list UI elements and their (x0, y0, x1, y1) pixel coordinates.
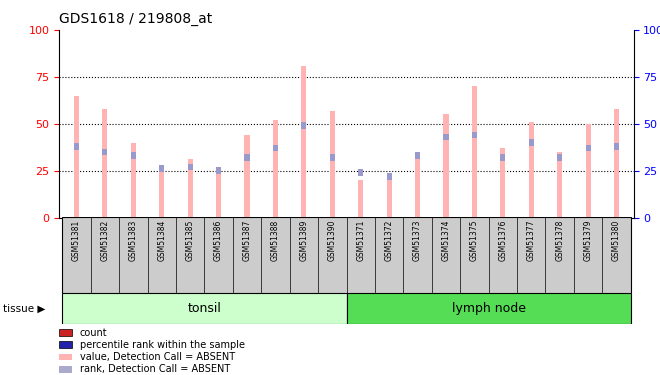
Bar (59, 329, 72, 336)
Text: GSM51372: GSM51372 (385, 220, 393, 261)
Bar (614, 109, 619, 217)
Bar (529, 139, 534, 146)
Text: GSM51379: GSM51379 (583, 220, 593, 261)
Bar (102, 109, 108, 217)
Bar (59, 354, 72, 360)
Bar (59, 342, 72, 348)
Bar (415, 152, 420, 217)
Bar (500, 154, 506, 161)
Text: percentile rank within the sample: percentile rank within the sample (80, 340, 245, 350)
Bar (131, 152, 136, 159)
Bar (59, 366, 72, 373)
Bar (273, 120, 278, 218)
Text: tissue ▶: tissue ▶ (3, 303, 46, 313)
Bar (557, 152, 562, 217)
Bar (244, 135, 249, 218)
Bar (358, 180, 363, 218)
Text: GSM51385: GSM51385 (185, 220, 195, 261)
Bar (302, 122, 306, 129)
Text: GSM51382: GSM51382 (100, 220, 110, 261)
Text: GSM51380: GSM51380 (612, 220, 621, 261)
Bar (358, 169, 363, 176)
Bar (387, 173, 391, 180)
Bar (529, 122, 534, 218)
Bar (444, 134, 449, 140)
Text: GSM51381: GSM51381 (72, 220, 81, 261)
Text: GSM51384: GSM51384 (157, 220, 166, 261)
Text: GSM51389: GSM51389 (300, 220, 308, 261)
Bar (472, 86, 477, 218)
Bar (216, 167, 221, 174)
Text: GSM51388: GSM51388 (271, 220, 280, 261)
Text: rank, Detection Call = ABSENT: rank, Detection Call = ABSENT (80, 364, 230, 374)
Bar (346, 292, 631, 324)
Text: GSM51375: GSM51375 (470, 220, 479, 261)
Bar (62, 292, 347, 324)
Bar (585, 145, 591, 152)
Text: count: count (80, 328, 108, 338)
Text: GSM51387: GSM51387 (242, 220, 251, 261)
Bar (444, 114, 449, 218)
Bar (614, 143, 619, 150)
Text: GSM51376: GSM51376 (498, 220, 508, 261)
Bar (330, 154, 335, 161)
Text: GSM51373: GSM51373 (413, 220, 422, 261)
Bar (273, 145, 278, 152)
Bar (102, 148, 108, 155)
Bar (330, 111, 335, 218)
Bar (387, 180, 391, 218)
Text: GSM51383: GSM51383 (129, 220, 138, 261)
Bar (244, 154, 249, 161)
Text: GSM51374: GSM51374 (442, 220, 451, 261)
Bar (302, 66, 306, 218)
Text: GSM51390: GSM51390 (328, 220, 337, 261)
Bar (557, 154, 562, 161)
Bar (187, 164, 193, 170)
Text: tonsil: tonsil (187, 302, 221, 315)
Bar (500, 148, 506, 217)
Text: lymph node: lymph node (451, 302, 525, 315)
Bar (585, 124, 591, 218)
Bar (472, 132, 477, 138)
Bar (187, 159, 193, 218)
Text: GSM51378: GSM51378 (555, 220, 564, 261)
Bar (131, 142, 136, 218)
Text: GSM51386: GSM51386 (214, 220, 223, 261)
Text: GSM51377: GSM51377 (527, 220, 536, 261)
Bar (159, 165, 164, 218)
Bar (216, 171, 221, 217)
Bar (74, 96, 79, 218)
Bar (74, 143, 79, 150)
Bar (415, 152, 420, 159)
Text: value, Detection Call = ABSENT: value, Detection Call = ABSENT (80, 352, 235, 362)
Text: GDS1618 / 219808_at: GDS1618 / 219808_at (59, 12, 213, 26)
Text: GSM51371: GSM51371 (356, 220, 365, 261)
Bar (159, 165, 164, 172)
